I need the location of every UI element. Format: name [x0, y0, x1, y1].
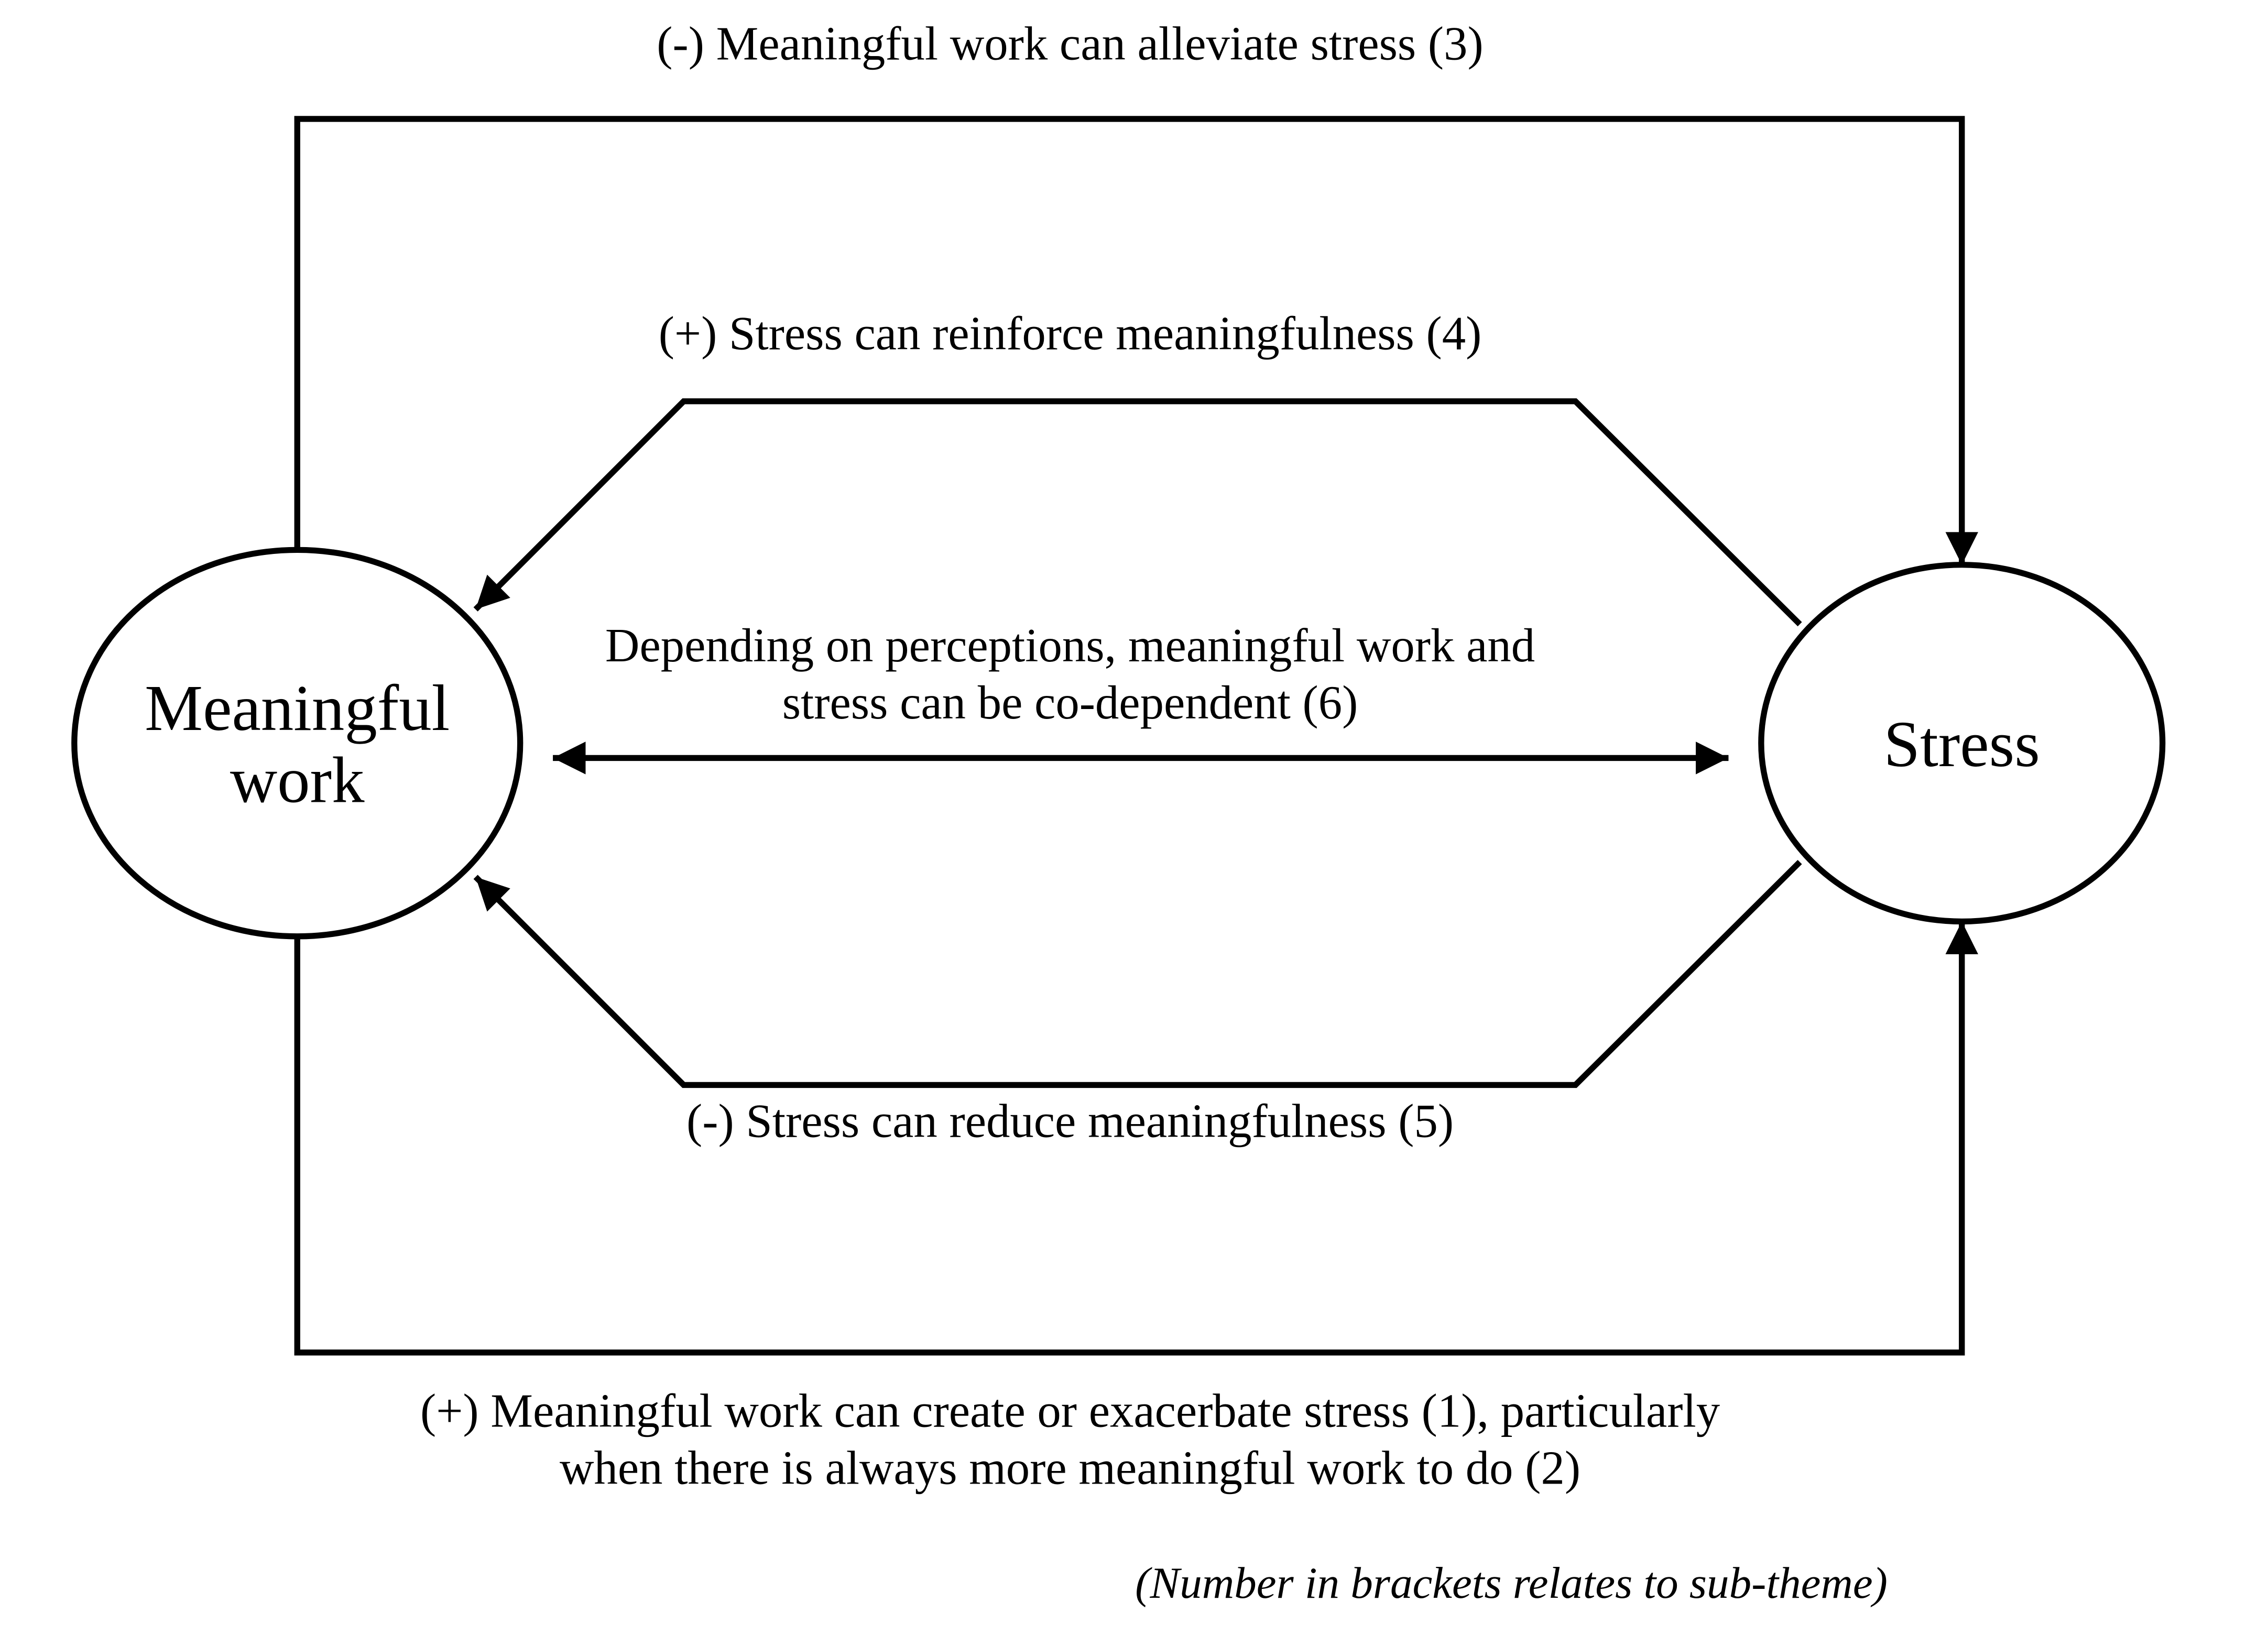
edge-label-bottom_outer: (+) Meaningful work can create or exacer…: [420, 1385, 1720, 1495]
edge-inner_bottom: [476, 862, 1800, 1085]
edge-label-inner_top: (+) Stress can reinforce meaningfulness …: [659, 307, 1482, 359]
footnote: (Number in brackets relates to sub-theme…: [1135, 1558, 1888, 1608]
edge-label-top_outer: (-) Meaningful work can alleviate stress…: [657, 17, 1483, 70]
edge-label-inner_bottom: (-) Stress can reduce meaningfulness (5): [686, 1095, 1454, 1148]
node-label-stress: Stress: [1884, 708, 2040, 780]
edge-label-middle: Depending on perceptions, meaningful wor…: [605, 619, 1535, 729]
edge-inner_top: [476, 401, 1800, 624]
relationship-diagram: (-) Meaningful work can alleviate stress…: [0, 0, 2268, 1635]
